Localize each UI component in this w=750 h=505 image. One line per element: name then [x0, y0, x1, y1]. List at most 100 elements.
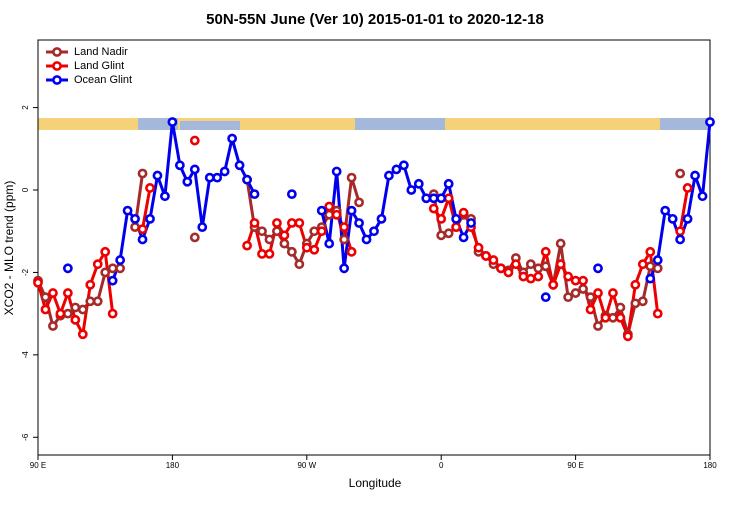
data-point	[77, 329, 88, 340]
data-point	[174, 160, 185, 171]
data-point	[675, 234, 686, 245]
data-point	[496, 263, 506, 274]
data-point	[257, 248, 267, 259]
data-point	[137, 168, 148, 179]
data-point	[637, 296, 648, 307]
data-point	[525, 259, 536, 270]
data-point	[608, 312, 618, 323]
data-point	[346, 172, 357, 183]
data-point	[354, 197, 364, 208]
data-point	[585, 292, 596, 303]
data-point	[145, 213, 155, 224]
data-point	[197, 222, 208, 233]
x-tick-label: 90 E	[30, 461, 46, 470]
data-point	[563, 292, 574, 303]
data-point	[62, 308, 73, 319]
data-point	[369, 226, 379, 237]
data-point	[428, 203, 439, 214]
data-point	[257, 226, 267, 237]
data-point	[652, 308, 663, 319]
data-point	[436, 213, 447, 224]
data-point	[570, 288, 581, 298]
data-point	[122, 205, 133, 216]
data-point	[451, 213, 462, 224]
data-point	[466, 218, 476, 228]
data-point	[555, 259, 566, 270]
legend-label: Land Nadir	[74, 46, 128, 58]
data-point	[443, 193, 454, 204]
x-tick-label: 180	[166, 461, 180, 470]
data-point	[272, 226, 282, 237]
data-point	[339, 222, 350, 233]
data-point	[645, 273, 656, 284]
data-point	[615, 312, 626, 323]
y-axis-label: XCO2 - MLO trend (ppm)	[2, 181, 16, 316]
data-point	[145, 183, 155, 193]
data-point	[324, 209, 335, 220]
data-point	[85, 279, 96, 290]
data-point	[645, 261, 656, 272]
data-point	[361, 234, 372, 245]
data-point	[593, 288, 603, 298]
data-point	[48, 321, 58, 331]
data-point	[443, 178, 454, 189]
data-point	[70, 314, 81, 325]
data-point	[301, 242, 312, 253]
chart-title: 50N-55N June (Ver 10) 2015-01-01 to 2020…	[206, 11, 544, 28]
data-point	[107, 308, 118, 319]
data-point	[436, 230, 447, 241]
data-point	[309, 244, 320, 255]
x-tick-label: 180	[703, 461, 717, 470]
data-point	[316, 226, 327, 237]
data-point	[286, 218, 297, 228]
data-point	[488, 255, 499, 265]
data-point	[130, 213, 140, 224]
data-point	[137, 234, 148, 245]
data-point	[137, 224, 148, 235]
data-point	[518, 271, 529, 282]
data-point	[189, 135, 200, 146]
data-point	[234, 160, 245, 171]
data-point	[630, 279, 641, 290]
data-point	[421, 193, 432, 204]
data-point	[346, 246, 357, 257]
data-point	[160, 191, 170, 202]
data-point	[182, 176, 193, 187]
data-point	[443, 228, 454, 239]
x-tick-label: 0	[439, 461, 444, 470]
data-point	[70, 302, 81, 313]
data-point	[428, 193, 439, 204]
data-point	[107, 263, 118, 274]
data-point	[540, 261, 551, 272]
data-point	[578, 275, 588, 286]
data-point	[286, 246, 297, 257]
data-point	[279, 230, 290, 241]
data-point	[540, 292, 551, 303]
data-point	[77, 304, 88, 315]
data-point	[630, 298, 641, 309]
data-point	[593, 263, 603, 274]
legend-marker	[52, 47, 62, 57]
data-point	[690, 170, 700, 181]
data-point	[637, 259, 648, 270]
data-point	[533, 271, 544, 282]
data-point	[346, 205, 357, 216]
data-point	[667, 213, 678, 224]
y-tick-label: -6	[21, 433, 30, 441]
data-point	[354, 218, 364, 228]
data-point	[645, 246, 656, 257]
legend-marker	[52, 61, 62, 71]
data-point	[413, 178, 424, 189]
data-point	[540, 246, 551, 257]
y-tick-label: -4	[21, 351, 30, 359]
data-point	[481, 251, 491, 261]
data-point	[555, 238, 566, 249]
data-point	[533, 263, 544, 274]
data-point	[615, 302, 626, 313]
data-point	[189, 232, 200, 243]
data-point	[55, 308, 66, 319]
data-point	[451, 222, 462, 233]
data-point	[473, 242, 484, 253]
y-tick-label: -2	[21, 268, 30, 276]
data-point	[309, 226, 320, 237]
